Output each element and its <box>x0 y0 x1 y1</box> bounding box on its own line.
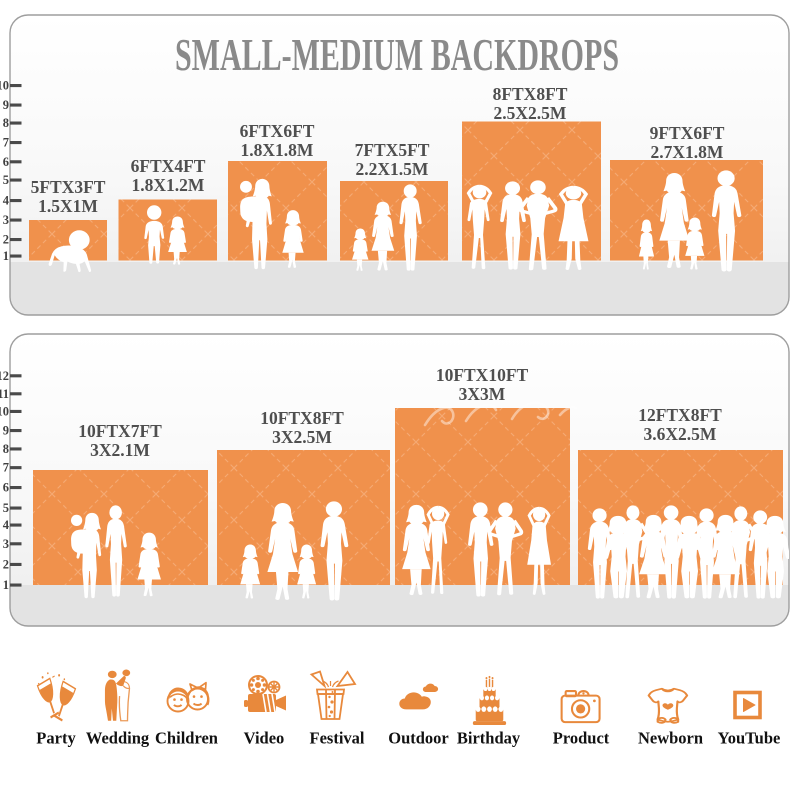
svg-text:7: 7 <box>3 136 9 150</box>
svg-text:6: 6 <box>3 481 9 495</box>
svg-text:2.7X1.8M: 2.7X1.8M <box>651 142 724 162</box>
svg-text:7: 7 <box>3 461 9 475</box>
svg-text:3.6X2.5M: 3.6X2.5M <box>644 424 717 444</box>
svg-text:5: 5 <box>3 501 9 515</box>
svg-text:3X3M: 3X3M <box>459 384 506 404</box>
svg-text:8: 8 <box>3 116 9 130</box>
svg-text:1: 1 <box>3 249 9 263</box>
svg-text:12: 12 <box>0 369 9 383</box>
svg-text:9: 9 <box>3 98 9 112</box>
svg-text:Outdoor: Outdoor <box>388 729 449 748</box>
svg-text:2.2X1.5M: 2.2X1.5M <box>356 159 429 179</box>
svg-text:4: 4 <box>3 518 10 532</box>
svg-text:1.5X1M: 1.5X1M <box>38 196 98 216</box>
svg-text:Product: Product <box>553 729 610 748</box>
svg-text:6FTX6FT: 6FTX6FT <box>240 121 315 141</box>
svg-text:Wedding: Wedding <box>86 729 150 748</box>
svg-text:SMALL-MEDIUM BACKDROPS: SMALL-MEDIUM BACKDROPS <box>175 29 619 80</box>
svg-text:Video: Video <box>244 729 285 748</box>
svg-text:3: 3 <box>3 213 9 227</box>
svg-text:1.8X1.2M: 1.8X1.2M <box>132 175 205 195</box>
svg-text:8: 8 <box>3 442 9 456</box>
svg-text:5FTX3FT: 5FTX3FT <box>31 177 106 197</box>
svg-text:10FTX7FT: 10FTX7FT <box>78 421 162 441</box>
svg-text:8FTX8FT: 8FTX8FT <box>493 84 568 104</box>
svg-text:2.5X2.5M: 2.5X2.5M <box>494 103 567 123</box>
svg-text:11: 11 <box>0 387 9 401</box>
svg-text:6: 6 <box>3 155 9 169</box>
svg-text:9FTX6FT: 9FTX6FT <box>650 123 725 143</box>
svg-text:9: 9 <box>3 424 9 438</box>
svg-text:5: 5 <box>3 173 9 187</box>
svg-text:7FTX5FT: 7FTX5FT <box>355 140 430 160</box>
svg-text:10FTX10FT: 10FTX10FT <box>436 365 529 385</box>
svg-text:10FTX8FT: 10FTX8FT <box>260 408 344 428</box>
svg-text:Birthday: Birthday <box>457 729 521 748</box>
svg-text:10: 10 <box>0 404 9 418</box>
svg-text:Party: Party <box>36 729 76 748</box>
svg-text:4: 4 <box>3 194 10 208</box>
svg-text:3X2.5M: 3X2.5M <box>272 427 332 447</box>
svg-text:3X2.1M: 3X2.1M <box>90 440 150 460</box>
svg-text:Festival: Festival <box>310 729 365 748</box>
svg-text:Children: Children <box>155 729 218 748</box>
svg-text:1.8X1.8M: 1.8X1.8M <box>241 140 314 160</box>
svg-text:10: 10 <box>0 79 9 93</box>
svg-text:Newborn: Newborn <box>638 729 703 748</box>
svg-text:2: 2 <box>3 557 9 571</box>
svg-text:12FTX8FT: 12FTX8FT <box>638 405 722 425</box>
svg-text:YouTube: YouTube <box>718 729 781 748</box>
svg-text:3: 3 <box>3 537 9 551</box>
svg-text:1: 1 <box>3 578 9 592</box>
svg-text:6FTX4FT: 6FTX4FT <box>131 156 206 176</box>
svg-text:2: 2 <box>3 233 9 247</box>
